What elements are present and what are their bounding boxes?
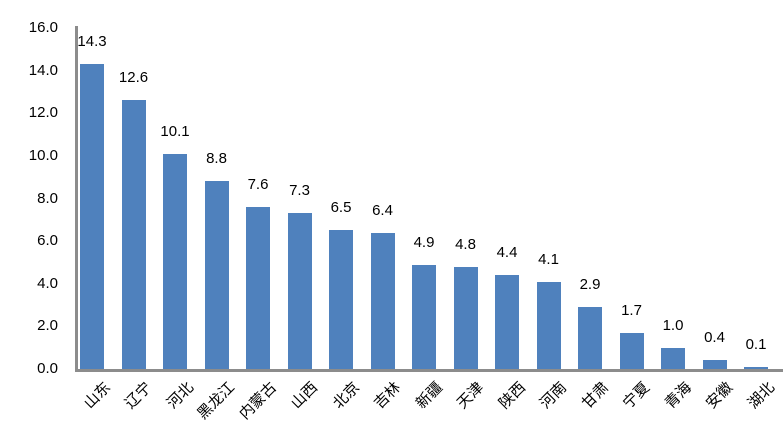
bar [536,282,561,369]
x-category-label: 山东 [80,379,115,413]
bar-value-label: 12.6 [118,69,149,86]
bar [412,265,436,369]
bar-value-label: 6.4 [372,202,393,219]
y-tick-label: 16.0 [28,19,58,36]
x-category-label: 湖北 [744,379,779,413]
x-category-label: 陕西 [495,379,530,413]
bar-value-label: 7.6 [247,176,269,193]
bar-value-label: 4.1 [538,251,559,268]
y-tick-label: 14.0 [28,61,58,79]
bar [287,213,312,369]
bar [661,348,685,369]
x-category-label: 山西 [288,379,322,413]
bar [744,367,768,369]
bar-value-label: 6.5 [330,199,352,216]
y-tick-label: 6.0 [37,232,58,250]
bar [204,181,229,369]
bar [578,307,602,369]
x-category-label: 青海 [661,379,696,413]
bar [121,100,146,369]
x-category-label: 北京 [329,379,364,413]
x-category-label: 吉林 [371,379,405,413]
bar [370,233,395,369]
bar-value-label: 1.7 [621,302,642,319]
bar [453,267,478,369]
y-tick-label: 10.0 [28,146,58,164]
x-axis-line [75,369,783,372]
y-tick-label: 2.0 [37,317,58,335]
x-category-label: 河北 [163,379,198,413]
x-category-label: 新疆 [412,379,447,413]
x-category-label: 安徽 [703,379,737,413]
x-category-label: 天津 [454,379,488,413]
bar-value-label: 1.0 [662,317,684,334]
bar-value-label: 8.8 [206,150,227,167]
x-category-label: 河南 [537,379,571,413]
bar-value-label: 10.1 [160,123,190,140]
x-category-label: 内蒙古 [236,379,281,423]
bar [80,64,104,369]
bar [329,230,353,369]
y-axis-line [75,26,78,372]
bar-value-label: 14.3 [77,33,107,50]
x-category-label: 甘肃 [578,379,613,413]
bar-value-label: 4.4 [496,244,518,261]
x-category-label: 辽宁 [122,379,156,413]
bar [495,275,519,369]
x-category-label: 黑龙江 [194,379,239,423]
y-tick-label: 12.0 [28,104,58,122]
y-tick-label: 8.0 [37,189,58,207]
y-tick-label: 4.0 [37,274,58,292]
bar-value-label: 0.4 [704,329,725,346]
bar-value-label: 2.9 [579,276,601,293]
bar [702,360,727,369]
y-tick-label: 0.0 [37,360,58,377]
bar-value-label: 0.1 [745,336,767,353]
bar [163,154,187,369]
bar-value-label: 4.8 [455,236,476,253]
bar [619,333,644,369]
x-category-label: 宁夏 [620,379,654,413]
bar-value-label: 7.3 [289,182,310,199]
bar [246,207,270,369]
bar-value-label: 4.9 [413,234,435,251]
